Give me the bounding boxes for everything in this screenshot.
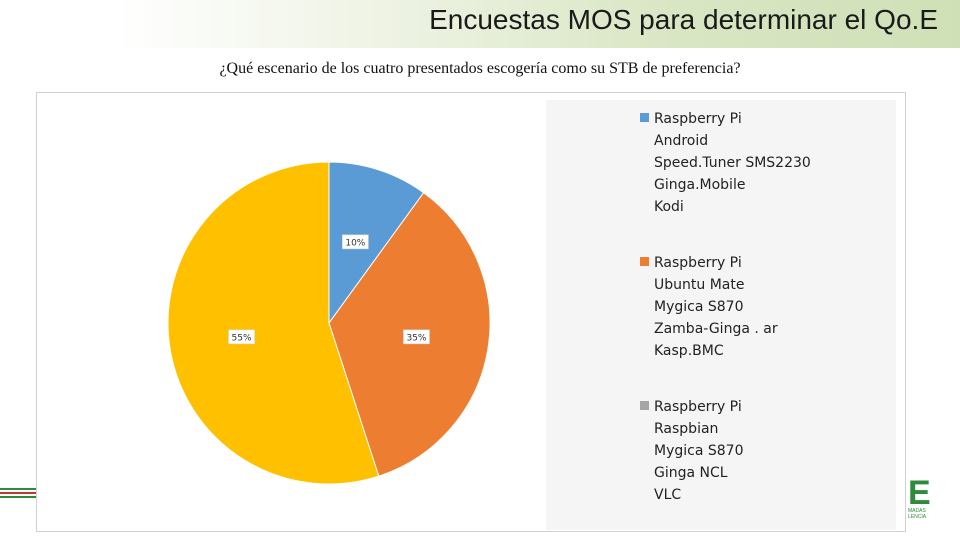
legend-1-line-2: Android [654,133,709,149]
pie-data-labels: 10% 35% 55% [228,234,430,345]
data-label-2: 35% [406,333,426,343]
svg-text:MADAS: MADAS [908,508,926,514]
legend-1-line-3: Speed.Tuner SMS2230 [654,155,811,171]
data-label-box-1 [342,234,369,250]
legend-1-line-4: Ginga.Mobile [654,177,746,193]
survey-question: ¿Qué escenario de los cuatro presentados… [219,60,741,77]
svg-text:LENCIA: LENCIA [908,514,927,520]
data-label-3: 55% [232,333,252,343]
legend-swatch-3 [640,401,649,410]
legend-panel [546,100,896,530]
legend-swatch-1 [640,113,649,122]
pie-slices [167,161,491,485]
legend-3-line-1: Raspberry Pi [654,399,742,415]
legend-3-line-2: Raspbian [654,421,719,437]
slide-title: Encuestas MOS para determinar el Qo.E [429,4,938,35]
legend-1-line-5: Kodi [654,199,684,215]
legend-swatch-2 [640,257,649,266]
footer-stripes [0,488,36,502]
legend-2-line-4: Zamba-Ginga . ar [654,321,778,337]
legend-2-line-3: Mygica S870 [654,299,744,315]
legend-entry-3: Raspberry Pi Raspbian Mygica S870 Ginga … [640,396,743,506]
data-label-box-3 [228,329,255,345]
legend-entry-2: Raspberry Pi Ubuntu Mate Mygica S870 Zam… [640,252,778,362]
legend-2-line-1: Raspberry Pi [654,255,742,271]
pie-slice-3 [167,161,380,485]
legend-3-line-3: Mygica S870 [654,443,744,459]
legend-3-line-5: VLC [654,487,682,503]
svg-text:E: E [908,474,931,512]
data-label-1: 10% [345,238,365,248]
legend-1-line-1: Raspberry Pi [654,111,742,127]
organization-logo: E MADAS LENCIA [906,472,960,520]
legend-3-line-4: Ginga NCL [654,465,728,481]
legend-entry-1: Raspberry Pi Android Speed.Tuner SMS2230… [640,108,811,218]
legend-2-line-2: Ubuntu Mate [654,277,745,293]
pie-slice-1 [328,161,425,325]
legend-2-line-5: Kasp.BMC [654,343,724,359]
title-band [0,0,960,48]
data-label-box-2 [403,329,430,345]
